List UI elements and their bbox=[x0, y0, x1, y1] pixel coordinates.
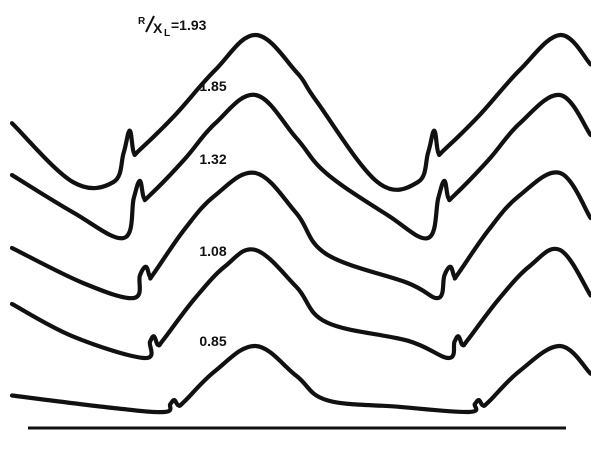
waveform-curves bbox=[9, 32, 591, 415]
label-fraction-subscript: L bbox=[164, 28, 170, 39]
waveform-curve bbox=[9, 246, 591, 361]
waveform-curve bbox=[9, 343, 591, 415]
waveform-curve bbox=[9, 170, 591, 301]
label-value: =1.93 bbox=[171, 17, 207, 33]
label-fraction-slash bbox=[145, 15, 155, 33]
curve-labels: R X L=1.93 1.85 1.32 1.08 0.85 bbox=[138, 15, 227, 349]
label-fraction-denominator: X bbox=[153, 20, 163, 36]
label-fraction-numerator: R bbox=[138, 16, 146, 27]
curve-label: 0.85 bbox=[199, 333, 226, 349]
curve-label: 1.32 bbox=[199, 151, 226, 167]
curve-label: R X L=1.93 bbox=[138, 15, 207, 39]
curve-label: 1.85 bbox=[199, 78, 226, 94]
waveform-curve bbox=[9, 92, 591, 241]
curve-label: 1.08 bbox=[199, 243, 226, 259]
waveform-curve bbox=[9, 32, 591, 192]
